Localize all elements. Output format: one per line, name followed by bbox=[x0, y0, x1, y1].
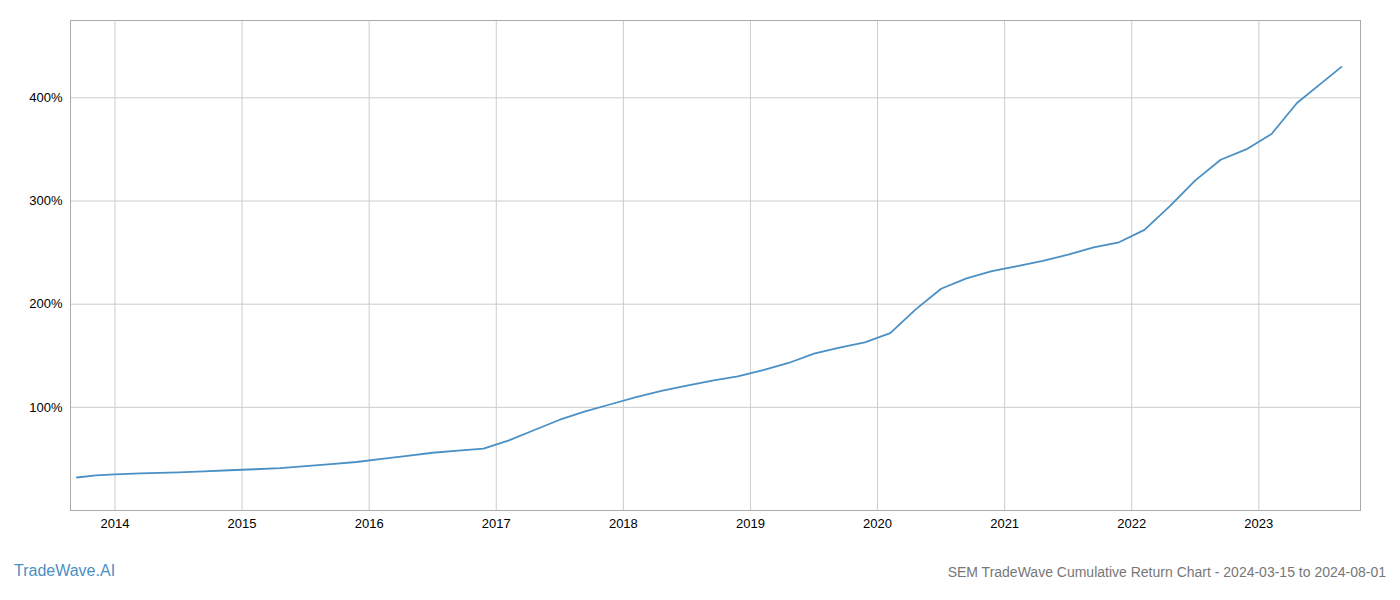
svg-text:2022: 2022 bbox=[1117, 516, 1146, 531]
html-text:SEM TradeWave Cumulative Retur: SEM TradeWave Cumulative Return Chart - … bbox=[947, 564, 1386, 580]
html-text:TradeWave.AI: TradeWave.AI bbox=[14, 562, 116, 579]
svg-text:2016: 2016 bbox=[355, 516, 384, 531]
svg-text:2020: 2020 bbox=[863, 516, 892, 531]
svg-text:2014: 2014 bbox=[101, 516, 130, 531]
svg-text:300%: 300% bbox=[29, 193, 63, 208]
svg-text:2023: 2023 bbox=[1244, 516, 1273, 531]
svg-text:100%: 100% bbox=[29, 400, 63, 415]
svg-text:200%: 200% bbox=[29, 296, 63, 311]
svg-text:2017: 2017 bbox=[482, 516, 511, 531]
svg-text:2015: 2015 bbox=[228, 516, 257, 531]
svg-text:2018: 2018 bbox=[609, 516, 638, 531]
svg-text:400%: 400% bbox=[29, 90, 63, 105]
svg-text:2021: 2021 bbox=[990, 516, 1019, 531]
svg-text:2019: 2019 bbox=[736, 516, 765, 531]
